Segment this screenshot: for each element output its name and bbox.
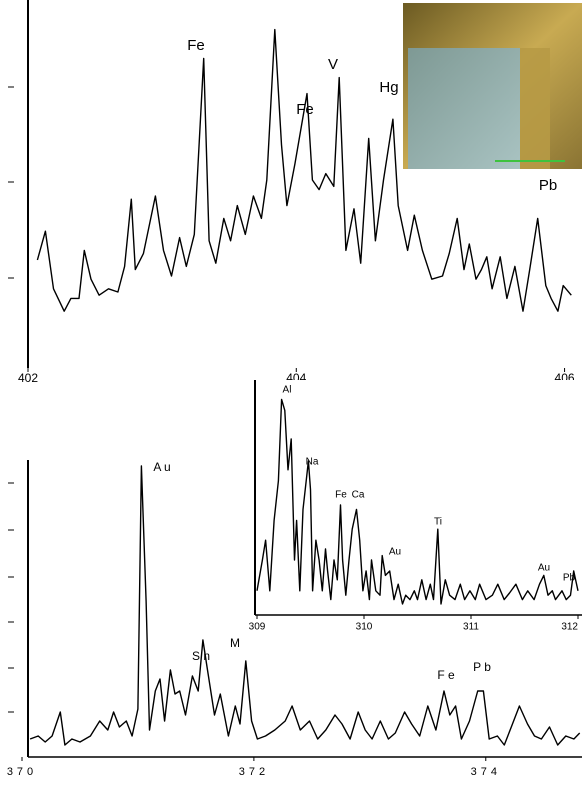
peak-label: Ca [352, 490, 365, 501]
bottom-spectrum: 370 372 374 A u S n M F e P b [7, 460, 582, 778]
x-tick-label: 310 [356, 622, 373, 633]
peak-label: P b [473, 660, 491, 674]
x-tick-label: 402 [18, 371, 38, 385]
peak-label: F e [437, 668, 455, 682]
micrograph [403, 3, 582, 169]
bottom-y-ticks [8, 482, 14, 713]
peak-label: Hg [379, 79, 398, 96]
spectrum-line [36, 28, 572, 312]
peak-label: Fe [335, 490, 347, 501]
top-y-ticks [8, 86, 14, 279]
inset-spectrum: 309 310 311 312 Al Na Fe Ca Au Ti Au Pb [249, 380, 582, 633]
peak-label: V [328, 56, 338, 73]
peak-label: S n [192, 649, 210, 663]
peak-label: Pb [563, 573, 576, 584]
peak-label: Fe [296, 101, 314, 118]
peak-label: Au [538, 563, 550, 574]
peak-label: Au [389, 547, 401, 558]
peak-label: Na [306, 457, 319, 468]
x-tick-label: 312 [561, 622, 578, 633]
peak-label: Ti [434, 517, 442, 528]
x-tick-label: 309 [249, 622, 266, 633]
peak-label: M [230, 636, 240, 650]
peak-label: Al [283, 385, 292, 396]
x-tick-label: 370 [7, 766, 37, 778]
x-tick-label: 374 [471, 766, 501, 778]
x-tick-label: 311 [463, 622, 479, 633]
inset-background [255, 380, 582, 616]
x-tick-label: 372 [239, 766, 269, 778]
peak-label: A u [153, 460, 170, 474]
spectrum-line [29, 465, 581, 746]
peak-label: Pb [539, 177, 557, 194]
peak-label: Fe [187, 37, 205, 54]
spectrum-line [256, 398, 579, 605]
